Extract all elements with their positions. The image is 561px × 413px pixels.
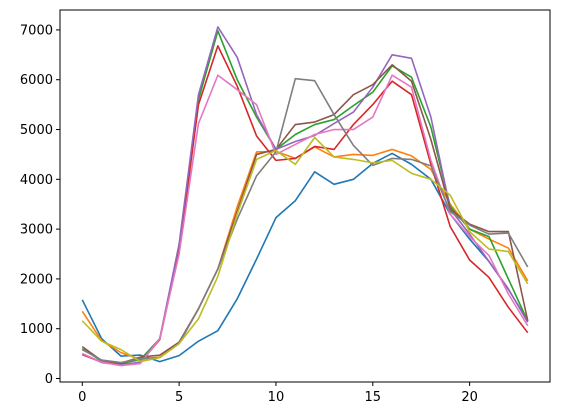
y-tick-label: 7000 [20, 23, 53, 38]
y-tick-label: 4000 [20, 173, 53, 188]
y-tick-label: 2000 [20, 272, 53, 287]
x-tick-label: 20 [461, 390, 478, 405]
x-tick-label: 10 [268, 390, 285, 405]
x-tick-label: 15 [365, 390, 382, 405]
x-tick-label: 5 [175, 390, 183, 405]
x-tick-label: 0 [78, 390, 86, 405]
y-tick-label: 5000 [20, 123, 53, 138]
y-tick-label: 1000 [20, 322, 53, 337]
y-tick-label: 0 [45, 372, 53, 387]
y-tick-label: 3000 [20, 223, 53, 238]
y-tick-label: 6000 [20, 73, 53, 88]
